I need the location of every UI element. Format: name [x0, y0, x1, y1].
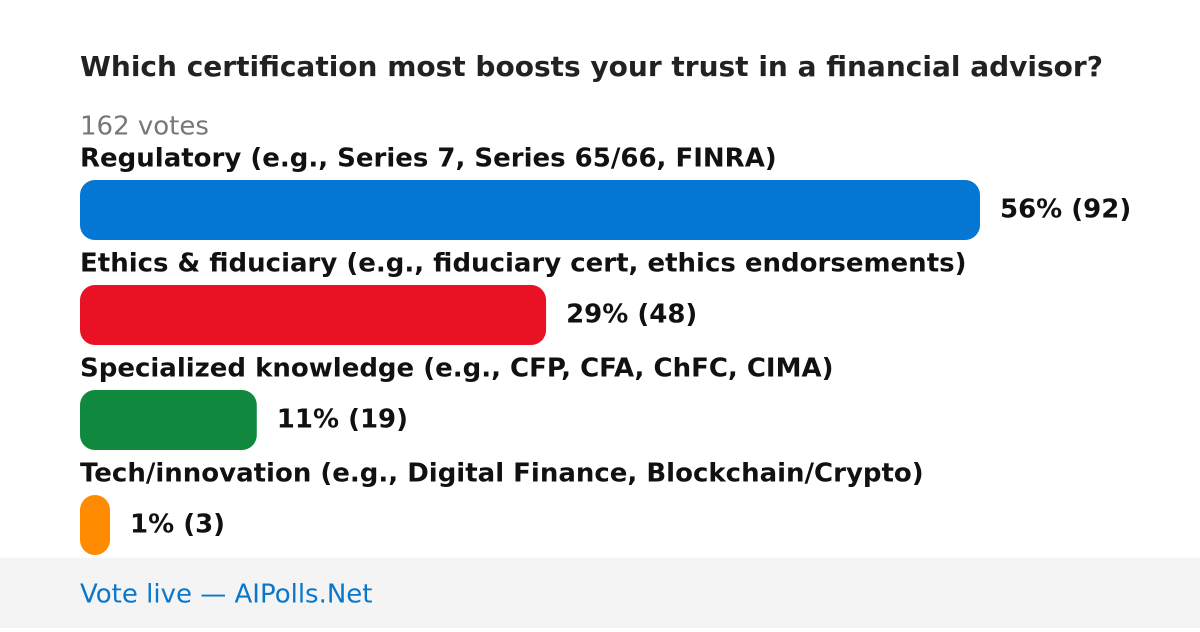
- footer-link[interactable]: Vote live — AIPolls.Net: [80, 580, 373, 610]
- chart-title: Which certification most boosts your tru…: [80, 50, 1103, 83]
- value-label: 29% (48): [566, 300, 697, 330]
- bar: [80, 495, 110, 555]
- option-label: Ethics & fiduciary (e.g., fiduciary cert…: [80, 249, 966, 279]
- option-label: Regulatory (e.g., Series 7, Series 65/66…: [80, 144, 777, 174]
- bar: [80, 180, 980, 240]
- bar: [80, 285, 547, 345]
- option-label: Specialized knowledge (e.g., CFP, CFA, C…: [80, 354, 833, 384]
- value-label: 11% (19): [277, 405, 408, 435]
- vote-count: 162 votes: [80, 112, 209, 142]
- option-label: Tech/innovation (e.g., Digital Finance, …: [80, 459, 924, 489]
- value-label: 1% (3): [130, 510, 225, 540]
- bar: [80, 390, 257, 450]
- value-label: 56% (92): [1000, 195, 1131, 225]
- footer-band: [0, 558, 1200, 628]
